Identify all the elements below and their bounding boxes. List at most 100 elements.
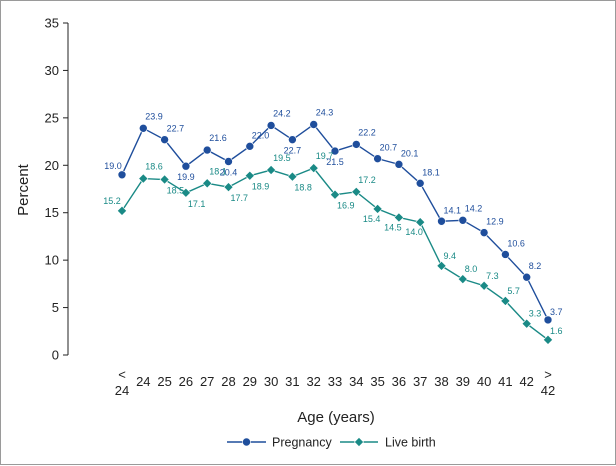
live-birth-point [457,274,468,285]
x-tick-label: 26 [179,374,193,389]
x-axis-title: Age (years) [297,409,375,426]
live-birth-value-label: 9.4 [444,251,457,261]
live-birth-value-label: 3.3 [529,309,542,319]
pregnancy-value-label: 12.9 [486,217,504,227]
pregnancy-value-label: 14.2 [465,203,483,213]
data-labels: 19.0 23.9 22.7 19.9 21.6 20.4 22.0 24.2 22.7 24.3… [103,107,562,335]
y-axis-title: Percent [15,163,32,216]
x-ticks: <24 24 25 26 27 28 29 30 31 32 33 34 35 36 37 38 39 40 41 4… [115,367,555,398]
live-birth-value-label: 18.6 [145,162,163,172]
pregnancy-value-label: 18.1 [422,167,440,177]
live-birth-point [266,165,277,176]
live-birth-point [202,178,213,189]
y-tick-label: 25 [45,110,59,125]
live-birth-value-label: 18.5 [167,186,185,196]
pregnancy-point [330,146,340,156]
live-birth-value-label: 15.2 [103,196,121,206]
y-tick-label: 5 [52,300,59,315]
pregnancy-point [543,315,553,325]
pregnancy-value-label: 8.2 [529,261,542,271]
pregnancy-value-label: 3.7 [550,307,563,317]
pregnancy-point [501,250,510,259]
x-tick-label: 27 [200,374,214,389]
x-tick-label: 25 [157,374,171,389]
live-birth-value-label: 14.5 [384,222,402,232]
x-tick-label: <24 [115,367,129,398]
pregnancy-value-label: 19.0 [104,161,122,171]
live-birth-point [351,186,362,197]
live-birth-value-label: 7.3 [486,271,499,281]
live-birth-point [180,187,191,198]
y-tick-label: 20 [45,158,59,173]
pregnancy-value-label: 23.9 [145,111,163,121]
live-birth-value-label: 18.8 [294,183,312,193]
x-tick-label: 28 [221,374,235,389]
live-birth-value-label: 18.1 [209,166,227,176]
pregnancy-value-label: 21.5 [326,157,344,167]
x-tick-label: 41 [498,374,512,389]
series-layer [116,120,554,345]
live-birth-point [393,212,404,223]
x-tick-label: 36 [392,374,406,389]
pregnancy-point [522,272,532,282]
legend-label: Live birth [385,436,436,450]
x-tick-label: 30 [264,374,278,389]
y-tick-label: 35 [45,16,59,31]
x-tick-label: 38 [434,374,448,389]
series-live-birth [116,163,554,345]
pregnancy-value-label: 19.9 [177,172,195,182]
x-tick-label: 34 [349,374,363,389]
live-birth-point [436,260,447,271]
live-birth-value-label: 14.0 [405,227,423,237]
pregnancy-value-label: 20.4 [220,167,238,177]
x-tick-label: 35 [370,374,384,389]
pregnancy-point [479,228,489,237]
pregnancy-value-label: 20.1 [401,148,419,158]
x-tick-label: 33 [328,374,342,389]
legend-item-live-birth: Live birth [340,436,436,450]
y-tick-label: 0 [52,348,59,363]
pregnancy-value-label: 22.2 [358,127,376,137]
live-birth-point [521,318,532,329]
series-pregnancy [117,120,553,325]
pregnancy-point [458,216,468,225]
pregnancy-point [351,140,361,149]
pregnancy-point [117,170,127,180]
live-birth-point [308,163,319,174]
live-birth-point [159,174,170,185]
live-birth-point [116,205,128,216]
pregnancy-point [139,123,148,133]
y-tick-label: 10 [45,253,59,268]
live-birth-point [329,189,341,200]
pregnancy-point [245,142,255,151]
live-birth-value-label: 17.7 [231,193,249,203]
live-birth-value-label: 19.7 [316,151,334,161]
y-tick-label: 30 [45,63,59,78]
x-tick-label: 32 [306,374,320,389]
pregnancy-value-label: 14.1 [444,205,462,215]
live-birth-value-label: 16.9 [337,201,355,211]
pregnancy-value-label: 10.6 [507,238,525,248]
y-ticks: 0 5 10 15 20 25 30 35 [45,16,68,363]
x-tick-label: 40 [477,374,491,389]
pregnancy-point [224,157,233,166]
pregnancy-value-label: 22.0 [252,130,270,140]
x-tick-label: 31 [285,374,299,389]
pregnancy-value-label: 22.7 [284,146,302,156]
legend-item-pregnancy: Pregnancy [227,436,333,450]
live-birth-point [500,295,511,306]
live-birth-value-label: 17.1 [188,199,206,209]
legend-marker [242,437,251,447]
live-birth-value-label: 19.5 [273,153,291,163]
pregnancy-point [266,121,276,130]
x-tick-label: 42 [519,374,533,389]
pregnancy-value-label: 20.7 [380,143,398,153]
y-tick-label: 15 [45,205,59,220]
x-tick-label: 39 [456,374,470,389]
live-birth-point [479,280,490,291]
pregnancy-point [309,120,319,129]
pregnancy-value-label: 21.6 [209,133,227,143]
live-birth-point [244,170,255,181]
